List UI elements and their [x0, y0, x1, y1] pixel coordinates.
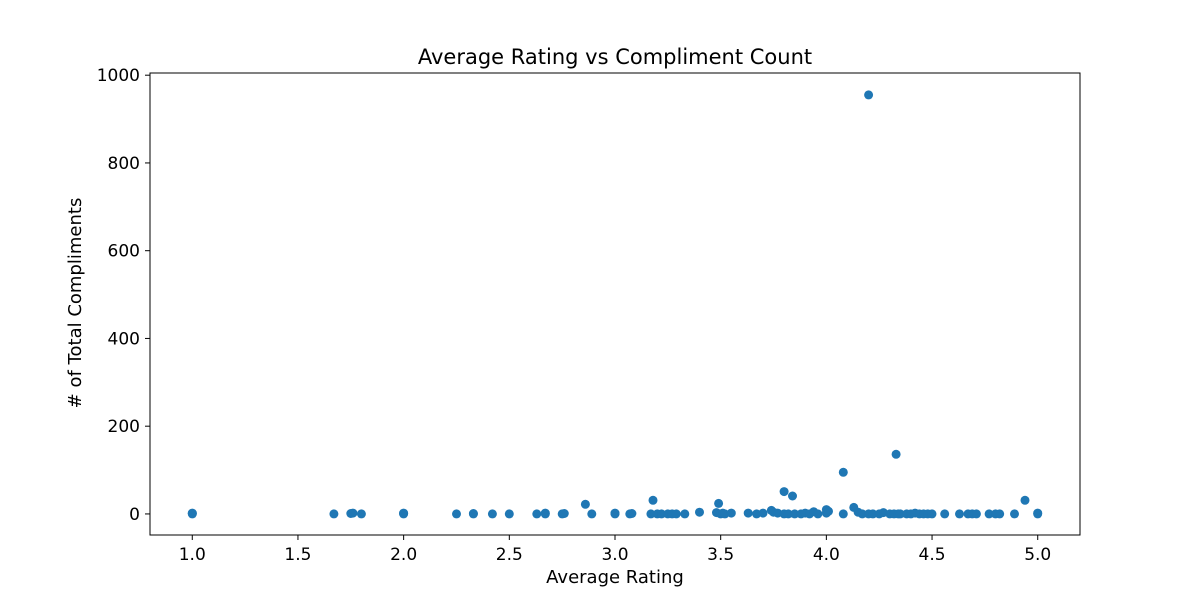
scatter-point	[540, 508, 550, 518]
y-tick-label: 400	[108, 329, 140, 349]
scatter-point	[927, 509, 937, 519]
scatter-point	[984, 509, 994, 519]
scatter-point	[657, 509, 666, 519]
scatter-point	[580, 499, 590, 509]
scatter-point	[1033, 508, 1043, 518]
scatter-point	[356, 509, 366, 519]
scatter-point	[783, 509, 793, 519]
scatter-point	[971, 509, 981, 519]
y-tick-label: 200	[108, 417, 140, 437]
scatter-point	[758, 508, 768, 518]
scatter-point	[329, 509, 339, 519]
x-tick-label: 5.0	[1024, 545, 1051, 565]
scatter-point	[487, 509, 497, 519]
scatter-point	[895, 509, 905, 519]
scatter-point	[680, 509, 690, 519]
y-axis-label: # of Total Compliments	[65, 198, 86, 409]
scatter-point	[857, 509, 867, 519]
scatter-point	[187, 509, 197, 518]
x-tick-label: 2.0	[390, 545, 417, 565]
scatter-point	[790, 509, 800, 519]
scatter-point	[824, 506, 833, 516]
y-tick-label: 600	[108, 242, 140, 262]
scatter-point	[813, 509, 823, 519]
scatter-point	[559, 509, 569, 518]
scatter-point	[1020, 495, 1030, 505]
scatter-point	[468, 509, 478, 518]
x-tick-label: 4.0	[813, 545, 840, 565]
x-axis-label: Average Rating	[546, 567, 684, 588]
scatter-point	[940, 509, 950, 519]
scatter-point	[743, 508, 753, 518]
scatter-point	[648, 495, 658, 505]
x-tick-label: 2.5	[496, 545, 523, 565]
x-tick-label: 3.0	[601, 545, 628, 565]
x-tick-label: 1.0	[179, 545, 206, 565]
scatter-point	[348, 508, 358, 518]
plot-frame	[149, 72, 1081, 536]
scatter-point	[627, 509, 637, 518]
scatter-point	[864, 90, 874, 100]
x-axis-ticks: 1.0 1.5 2.0 2.5 3.0 3.5 4.0 4.5 5.0	[179, 535, 1051, 565]
scatter-point	[587, 509, 597, 519]
scatter-point	[646, 509, 656, 519]
scatter-point	[452, 509, 461, 519]
x-tick-label: 4.5	[919, 545, 946, 565]
y-tick-label: 0	[129, 505, 140, 525]
x-tick-label: 3.5	[707, 545, 734, 565]
x-tick-label: 1.5	[284, 545, 311, 565]
chart-title: Average Rating vs Compliment Count	[418, 45, 812, 69]
scatter-point	[838, 467, 848, 477]
y-axis-ticks: 0 200 400 600 800 1000	[97, 66, 150, 525]
scatter-point	[779, 487, 789, 497]
scatter-point	[955, 509, 964, 519]
scatter-point	[868, 509, 878, 519]
scatter-point	[504, 509, 514, 519]
scatter-point	[995, 509, 1005, 519]
scatter-point	[399, 508, 409, 518]
scatter-point	[838, 509, 848, 519]
scatter-point	[671, 509, 681, 519]
scatter-point	[610, 508, 620, 518]
y-tick-label: 800	[108, 154, 140, 174]
scatter-point	[1010, 509, 1019, 519]
y-tick-label: 1000	[97, 66, 140, 86]
scatter-point	[788, 491, 797, 501]
scatter-point	[695, 507, 704, 517]
scatter-point	[532, 509, 542, 519]
scatter-point	[714, 498, 724, 508]
scatter-point	[726, 508, 736, 518]
scatter-point	[891, 449, 901, 459]
points-layer	[187, 90, 1043, 519]
